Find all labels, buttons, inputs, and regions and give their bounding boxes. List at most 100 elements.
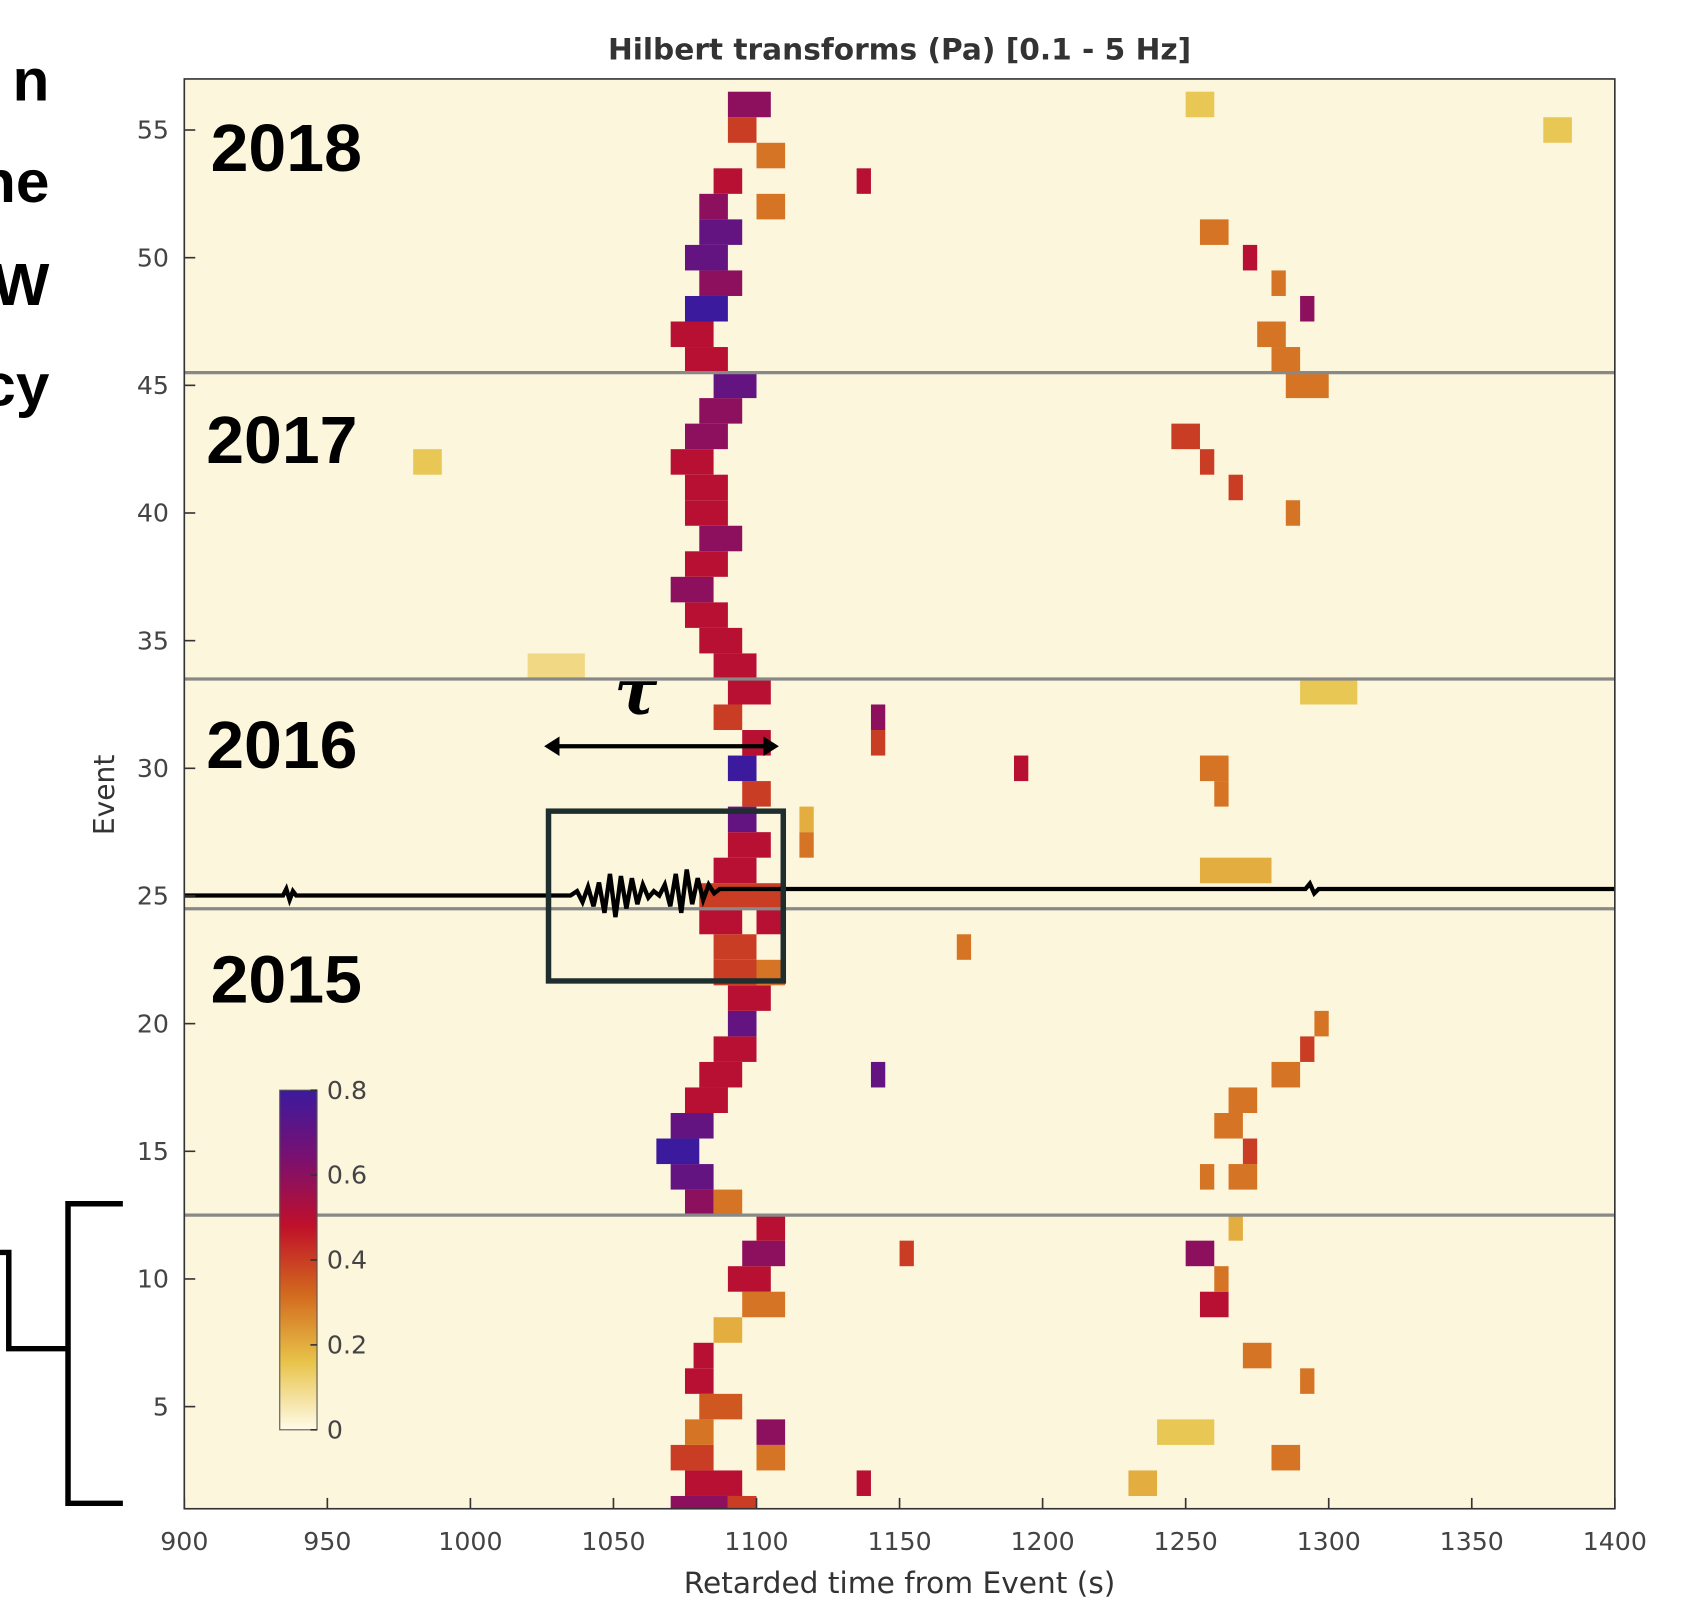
y-tick-label: 40 bbox=[137, 499, 169, 528]
heat-cell bbox=[684, 500, 728, 526]
side-text: n bbox=[13, 47, 50, 114]
heat-cell bbox=[1228, 1164, 1258, 1190]
colorbar-tick-label: 0 bbox=[327, 1416, 343, 1445]
heat-cell bbox=[713, 653, 757, 679]
heat-cell bbox=[713, 1317, 743, 1343]
year-label: 2018 bbox=[211, 111, 362, 185]
x-axis-label: Retarded time from Event (s) bbox=[684, 1566, 1116, 1600]
x-tick-label: 1300 bbox=[1297, 1527, 1361, 1556]
heat-cell bbox=[799, 832, 814, 858]
heat-cell bbox=[1157, 1419, 1215, 1445]
heat-cell bbox=[699, 219, 743, 245]
y-tick-label: 50 bbox=[137, 243, 169, 272]
heat-cell bbox=[699, 270, 743, 296]
heat-cell bbox=[699, 627, 743, 654]
heat-cell bbox=[699, 1393, 743, 1420]
heat-cell bbox=[1214, 781, 1229, 807]
heat-cell bbox=[1228, 474, 1243, 501]
y-tick-label: 55 bbox=[137, 116, 169, 145]
colorbar-tick-label: 0.2 bbox=[327, 1331, 367, 1360]
side-text: W bbox=[0, 251, 50, 318]
heat-cell bbox=[1300, 1036, 1315, 1062]
waveform bbox=[184, 869, 1615, 918]
x-tick-label: 1250 bbox=[1154, 1527, 1218, 1556]
heat-cell bbox=[1271, 270, 1286, 296]
heat-cell bbox=[1171, 423, 1200, 450]
heat-cell bbox=[1242, 1138, 1258, 1165]
heat-cell bbox=[727, 678, 771, 705]
y-axis-label: Event bbox=[88, 755, 121, 836]
heat-cell bbox=[684, 295, 728, 322]
heat-cell bbox=[870, 1061, 886, 1088]
bracket bbox=[0, 1201, 123, 1507]
heat-cell bbox=[727, 832, 771, 858]
x-tick-label: 1200 bbox=[1011, 1527, 1075, 1556]
x-tick-label: 950 bbox=[303, 1527, 351, 1556]
heat-cell bbox=[742, 1240, 786, 1267]
heat-cell bbox=[1199, 1164, 1215, 1190]
heat-cell bbox=[684, 244, 728, 271]
heat-cell bbox=[727, 1266, 771, 1292]
heat-cell bbox=[684, 1189, 714, 1216]
highlight-box bbox=[545, 808, 787, 984]
heat-cell bbox=[684, 1368, 714, 1394]
heat-cell bbox=[870, 730, 886, 756]
year-label: 2016 bbox=[206, 708, 357, 782]
heat-cell bbox=[799, 806, 814, 833]
heat-cell bbox=[713, 934, 757, 960]
heat-cell bbox=[756, 1444, 786, 1471]
heat-cell bbox=[1214, 1112, 1243, 1139]
heat-cell bbox=[742, 781, 771, 807]
year-label: 2017 bbox=[206, 403, 357, 477]
heat-cell bbox=[713, 168, 743, 194]
heatmap bbox=[413, 91, 1572, 1509]
side-text: ne bbox=[0, 149, 49, 216]
heat-cell bbox=[656, 1138, 700, 1165]
y-tick-label: 35 bbox=[137, 626, 169, 655]
x-tick-label: 1350 bbox=[1440, 1527, 1504, 1556]
heat-cell bbox=[727, 91, 771, 118]
x-tick-label: 1050 bbox=[581, 1527, 645, 1556]
heat-cell bbox=[956, 934, 972, 960]
heat-cell bbox=[1271, 1061, 1301, 1088]
y-tick-label: 25 bbox=[137, 882, 169, 911]
heat-cell bbox=[756, 142, 786, 169]
heat-cell bbox=[684, 1087, 728, 1113]
heat-cell bbox=[684, 602, 728, 628]
heat-cell bbox=[693, 1342, 714, 1369]
heat-cell bbox=[1199, 219, 1229, 245]
x-tick-label: 900 bbox=[160, 1527, 208, 1556]
colorbar-tick-label: 0.4 bbox=[327, 1246, 367, 1275]
heat-cell bbox=[1185, 1240, 1215, 1267]
heat-cell bbox=[1228, 1087, 1258, 1113]
heat-cell bbox=[1014, 755, 1029, 782]
heat-cell bbox=[527, 653, 585, 679]
tau-label: τ bbox=[614, 655, 657, 728]
heat-cell bbox=[713, 857, 757, 884]
heat-cell bbox=[1300, 1368, 1315, 1394]
heat-cell bbox=[699, 193, 728, 220]
heat-cell bbox=[670, 1112, 714, 1139]
heat-cell bbox=[1271, 347, 1301, 373]
heat-cell bbox=[713, 372, 757, 399]
heat-cell bbox=[1199, 1291, 1229, 1318]
heat-cell bbox=[713, 1189, 743, 1216]
heat-cell bbox=[670, 1495, 728, 1509]
heat-cell bbox=[1185, 91, 1215, 118]
heat-cell bbox=[899, 1240, 914, 1267]
heat-cell bbox=[713, 704, 743, 731]
heat-cell bbox=[699, 908, 743, 935]
x-tick-label: 1400 bbox=[1583, 1527, 1647, 1556]
heat-cell bbox=[684, 474, 728, 501]
heat-cell bbox=[684, 1470, 743, 1496]
colorbar-tick-label: 0.6 bbox=[327, 1161, 367, 1190]
colorbar-tick-label: 0.8 bbox=[327, 1076, 367, 1105]
heat-cell bbox=[1300, 295, 1315, 322]
heat-cell bbox=[756, 908, 786, 935]
heat-cell bbox=[1285, 500, 1301, 526]
heat-cell bbox=[727, 117, 757, 143]
heat-cell bbox=[1228, 1215, 1243, 1241]
heat-cell bbox=[1543, 117, 1572, 143]
heat-cell bbox=[1257, 321, 1286, 348]
